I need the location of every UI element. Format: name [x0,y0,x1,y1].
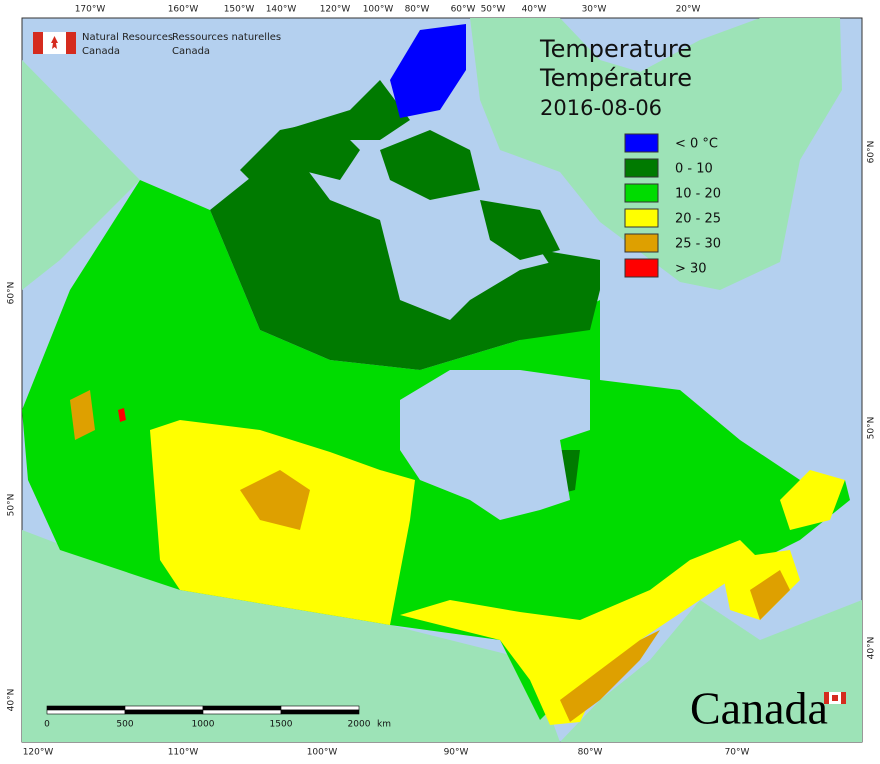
legend-swatch [624,258,659,278]
agency-en: Canada [82,46,120,57]
scale-segment [280,709,360,715]
flag-band [824,692,829,704]
scale-segment [46,705,126,711]
longitude-label: 90°W [444,748,469,758]
legend-swatch [624,133,659,153]
scale-unit: km [377,720,391,730]
latitude-label: 60°N [7,282,17,305]
longitude-label: 100°W [307,748,338,758]
longitude-label: 150°W [224,5,255,15]
scale-segment [280,705,360,711]
legend-label: 0 - 10 [675,162,713,177]
agency-en: Natural Resources [82,32,173,43]
scale-bar: 0 500 1000 1500 2000 km [44,705,391,730]
title: Temperature [539,35,692,63]
scale-label: 1000 [192,720,215,730]
scale-segment [202,709,282,715]
longitude-label: 70°W [725,748,750,758]
scale-segment [202,705,282,711]
legend-label: 20 - 25 [675,212,721,227]
agency-fr: Canada [172,46,210,57]
agency-fr: Ressources naturelles [172,32,281,43]
flag-leaf [51,36,58,49]
latitude-label: 40°N [867,637,877,660]
land-neighbours [22,18,862,742]
flag-band [66,32,76,54]
longitude-label: 170°W [75,5,106,15]
scale-segment [46,709,126,715]
longitude-label: 80°W [578,748,603,758]
longitude-label: 110°W [168,748,199,758]
longitude-label: 20°W [676,5,701,15]
legend-label: 25 - 30 [675,237,721,252]
latitude-label: 40°N [7,689,17,712]
longitude-label: 120°W [320,5,351,15]
legend: < 0 °C 0 - 10 10 - 20 20 - 25 25 - 30 > 30 [624,133,721,278]
temperature-zones [22,24,850,725]
header: Natural Resources Canada Ressources natu… [33,32,281,57]
latitude-label: 50°N [867,417,877,440]
flag-band [841,692,846,704]
title: Température [539,64,692,92]
scale-label: 500 [116,720,133,730]
longitude-label: 40°W [522,5,547,15]
flag-leaf [832,695,838,701]
latitude-label: 60°N [867,141,877,164]
longitude-label: 120°W [23,748,54,758]
legend-swatch [624,183,659,203]
scale-label: 0 [44,720,50,730]
wordmark: Canada [690,683,846,734]
legend-label: < 0 °C [675,137,718,152]
legend-label: 10 - 20 [675,187,721,202]
longitude-label: 80°W [405,5,430,15]
legend-swatch [624,158,659,178]
scale-label: 1500 [270,720,293,730]
longitude-label: 140°W [266,5,297,15]
wordmark-text: Canada [690,683,828,734]
graticule-labels: 170°W 160°W 150°W 140°W 120°W 100°W 80°W 60°W 50… [7,5,877,758]
date: 2016-08-06 [540,96,662,120]
longitude-label: 30°W [582,5,607,15]
longitude-label: 50°W [481,5,506,15]
legend-swatch [624,233,659,253]
longitude-label: 100°W [363,5,394,15]
latitude-label: 50°N [7,494,17,517]
longitude-label: 160°W [168,5,199,15]
legend-swatch [624,208,659,228]
flag-band [33,32,43,54]
scale-segment [124,709,204,715]
longitude-label: 60°W [451,5,476,15]
scale-label: 2000 [348,720,371,730]
legend-label: > 30 [675,262,707,277]
scale-segment [124,705,204,711]
